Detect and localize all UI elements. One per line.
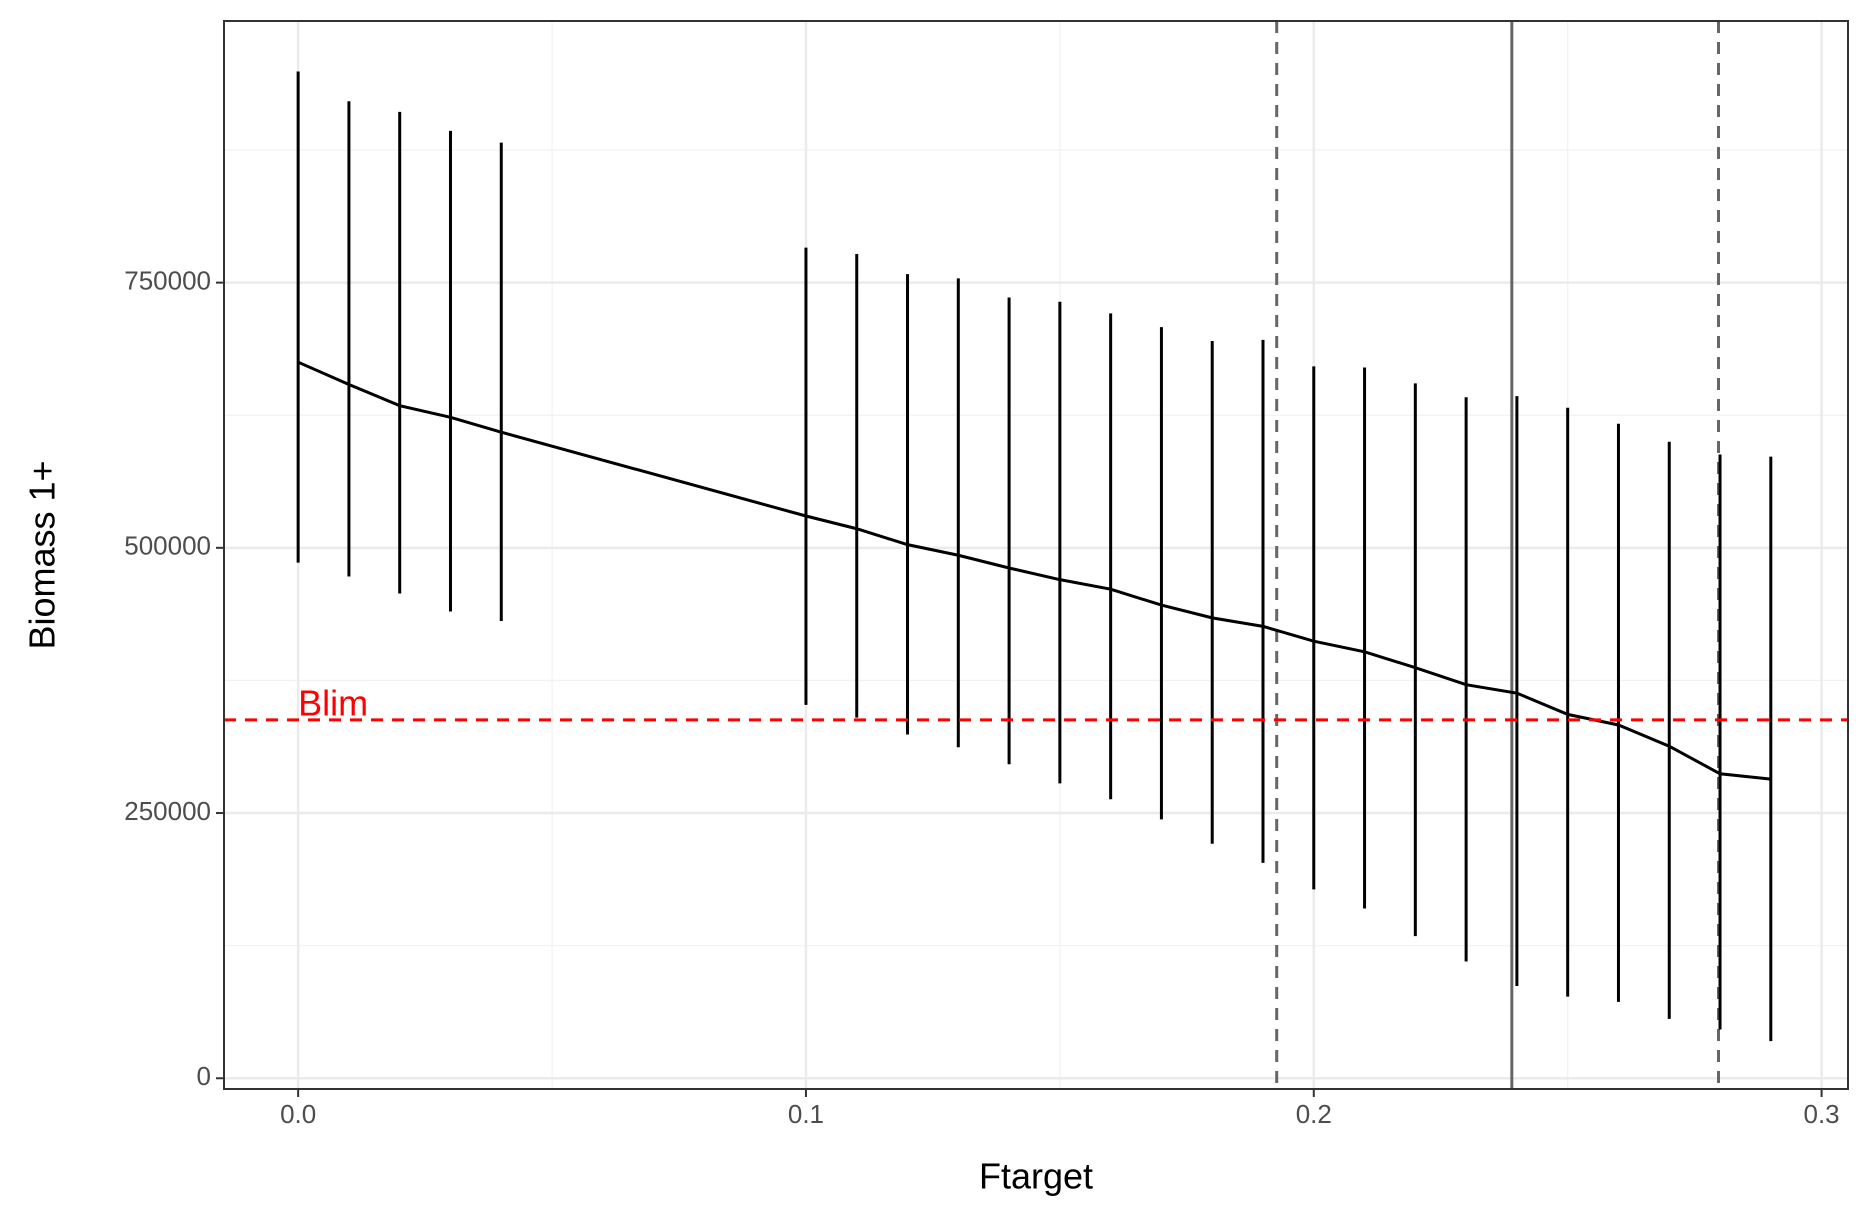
x-tick-label: 0.2: [1296, 1099, 1332, 1129]
panel-border: [223, 20, 1849, 1090]
x-axis-title: Ftarget: [979, 1156, 1093, 1197]
y-tick-label: 500000: [124, 531, 211, 561]
hline-label: Blim: [298, 682, 368, 723]
y-tick-label: 750000: [124, 265, 211, 295]
y-tick-label: 250000: [124, 796, 211, 826]
y-tick-label: 0: [197, 1061, 211, 1091]
x-tick-label: 0.1: [788, 1099, 824, 1129]
x-tick-label: 0.0: [280, 1099, 316, 1129]
x-tick-label: 0.3: [1804, 1099, 1840, 1129]
y-axis-title: Biomass 1+: [22, 460, 63, 649]
mean-line: [297, 360, 1771, 781]
